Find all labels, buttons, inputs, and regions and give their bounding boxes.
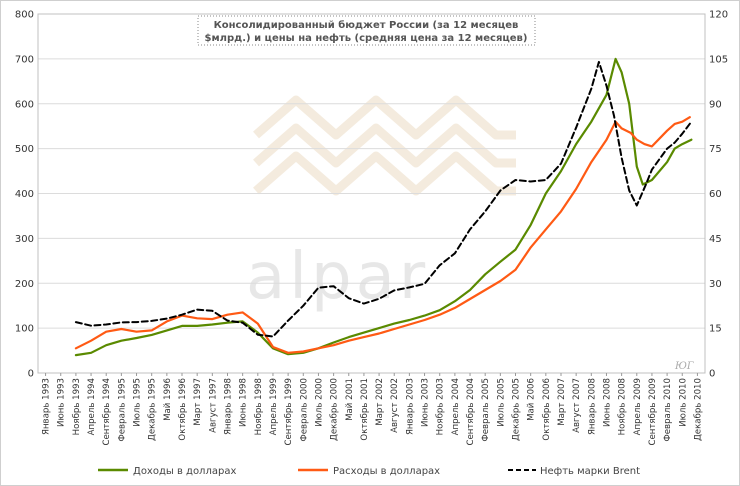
right-tick-label: 30 [709, 279, 722, 290]
x-tick-label: Июнь 2003 [421, 378, 431, 427]
series-layer [74, 57, 693, 357]
right-tick-label: 60 [709, 189, 722, 200]
x-tick-label: Апрель 2004 [451, 378, 461, 435]
x-tick-label: Январь 2008 [587, 378, 597, 435]
x-tick-label: Сентябрь 2009 [648, 378, 658, 446]
x-tick-label: Февраль 1995 [117, 378, 127, 442]
legend-label-income: Доходы в долларах [133, 466, 236, 477]
right-axis: 0 15 30 45 60 75 90 105 120 [709, 10, 728, 380]
x-tick-label: Июль 1995 [133, 378, 143, 427]
x-tick-label: Сентябрь 2004 [466, 378, 476, 446]
x-tick-label: Октябрь 2006 [542, 378, 552, 441]
series-line-1 [74, 116, 691, 354]
left-tick-label: 100 [15, 324, 34, 335]
x-tick-label: Январь 1993 [42, 378, 52, 435]
x-tick-label: Август 2007 [572, 378, 582, 433]
signature: ЮГ [674, 361, 694, 372]
left-tick-label: 400 [15, 189, 34, 200]
legend-label-brent: Нефть марки Brent [540, 466, 640, 477]
x-tick-label: Ноябрь 1998 [254, 378, 264, 435]
x-tick-label: Январь 1998 [223, 378, 233, 435]
left-axis: 0 100 200 300 400 500 600 700 800 [15, 10, 34, 380]
x-tick-label: Декабрь 1995 [148, 378, 158, 441]
watermark-text: alpar [246, 240, 429, 314]
left-tick-label: 800 [15, 10, 34, 21]
right-tick-label: 105 [709, 54, 728, 65]
left-tick-label: 600 [15, 99, 34, 110]
title-line-2: $млрд.) и цены на нефть (средняя цена за… [205, 32, 528, 44]
right-tick-label: 120 [709, 10, 728, 21]
x-tick-label: Май 2001 [345, 378, 355, 421]
x-tick-label: Сентябрь 1994 [102, 378, 112, 446]
legend-label-expenses: Расходы в долларах [333, 466, 440, 477]
x-tick-label: Июнь 1993 [57, 378, 67, 427]
title-line-1: Консолидированный бюджет России (за 12 м… [214, 19, 519, 31]
legend: Доходы в долларах Расходы в долларах Неф… [98, 466, 640, 477]
right-tick-label: 45 [709, 234, 722, 245]
x-tick-label: Август 2002 [390, 378, 400, 433]
x-tick-label: Июль 2005 [496, 378, 506, 427]
right-tick-label: 90 [709, 99, 722, 110]
watermark: alpar [246, 95, 516, 314]
x-tick-label: Февраль 2000 [299, 378, 309, 442]
right-tick-label: 75 [709, 144, 722, 155]
x-tick-label: Февраль 2010 [663, 378, 673, 442]
watermark-chevrons [253, 95, 516, 196]
x-tick-label: Март 1997 [193, 378, 203, 426]
chart-title: Консолидированный бюджет России (за 12 м… [197, 15, 536, 46]
x-tick-label: Ноябрь 1993 [72, 378, 82, 435]
right-tick-label: 0 [709, 369, 715, 380]
left-tick-label: 0 [28, 369, 34, 380]
x-tick-label: Март 2007 [557, 378, 567, 426]
x-tick-label: Ноябрь 2008 [618, 378, 628, 435]
x-tick-label: Июнь 2008 [602, 378, 612, 427]
title-box [197, 15, 536, 46]
x-tick-label: Май 1996 [163, 378, 173, 421]
left-tick-label: 500 [15, 144, 34, 155]
series-line-2 [74, 60, 693, 338]
x-axis: Январь 1993 Июнь 1993 Ноябрь 1993 Апрель 19… [42, 373, 703, 446]
x-tick-label: Июнь 1998 [239, 378, 249, 427]
x-tick-label: Октябрь 2001 [360, 378, 370, 441]
right-tick-label: 15 [709, 324, 722, 335]
x-tick-label: Декабрь 2000 [330, 378, 340, 441]
x-tick-label: Апрель 1999 [269, 378, 279, 435]
plot-area [37, 13, 706, 374]
x-tick-label: Апрель 2009 [633, 378, 643, 435]
x-tick-label: Март 2002 [375, 378, 385, 426]
x-tick-label: Декабрь 2005 [512, 378, 522, 441]
x-tick-label: Апрель 1994 [87, 378, 97, 435]
left-tick-label: 700 [15, 54, 34, 65]
x-tick-label: Январь 2003 [405, 378, 415, 435]
x-tick-label: Октябрь 1996 [178, 378, 188, 441]
x-tick-label: Июль 2000 [314, 378, 324, 427]
x-tick-label: Сентябрь 1999 [284, 378, 294, 446]
left-tick-label: 300 [15, 234, 34, 245]
x-tick-label: Ноябрь 2003 [436, 378, 446, 435]
series-line-0 [74, 57, 693, 357]
x-tick-label: Май 2006 [527, 378, 537, 421]
x-tick-label: Август 1997 [208, 378, 218, 433]
x-tick-label: Июль 2010 [678, 378, 688, 427]
x-tick-label: Февраль 2005 [481, 378, 491, 442]
left-tick-label: 200 [15, 279, 34, 290]
x-tick-label: Декабрь 2010 [693, 378, 703, 441]
